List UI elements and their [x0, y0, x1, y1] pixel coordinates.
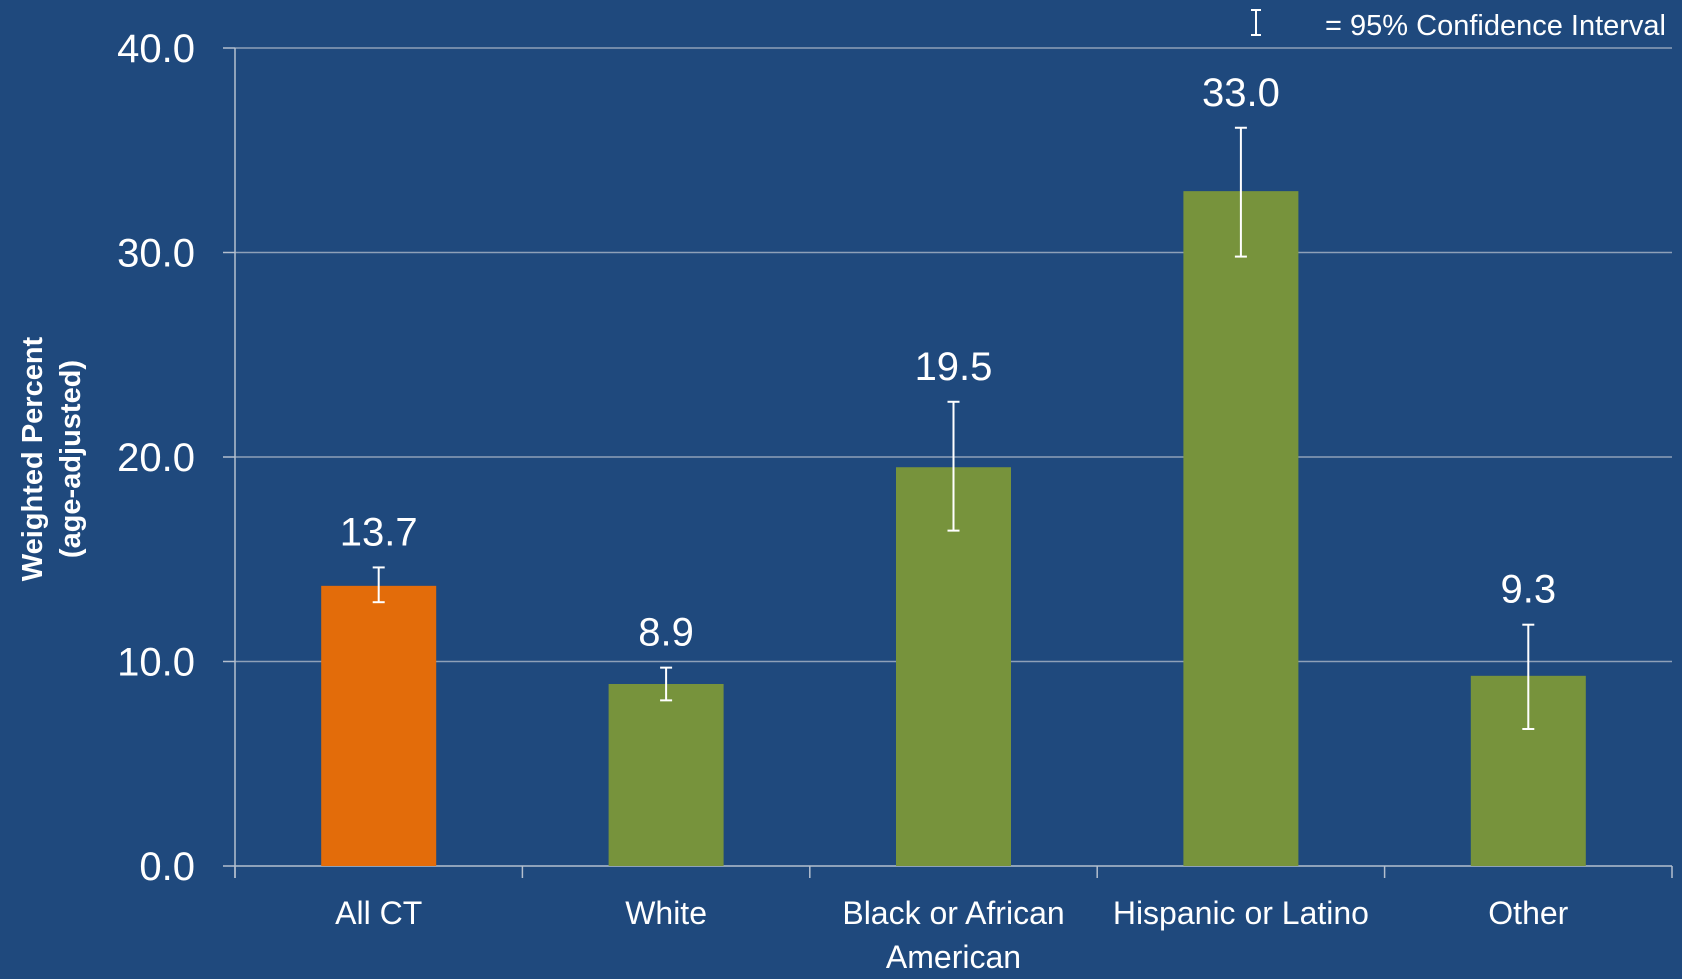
- y-axis-title: Weighted Percent (age-adjusted): [17, 336, 87, 581]
- bar: [1183, 191, 1299, 866]
- data-label: 13.7: [340, 510, 418, 554]
- y-tick-label: 0.0: [139, 845, 195, 889]
- labels: 0.0 10.0 20.0 30.0 40.0 13.7 All CT 8.9 White 19.…: [117, 27, 1569, 975]
- y-tick-label: 30.0: [117, 232, 195, 276]
- data-label: 9.3: [1500, 568, 1556, 612]
- x-tick-label: American: [886, 939, 1021, 974]
- x-tick-label: Hispanic or Latino: [1113, 895, 1369, 931]
- bar: [896, 467, 1011, 866]
- x-tick-label: White: [625, 895, 707, 931]
- y-tick-label: 40.0: [117, 27, 195, 71]
- legend: = 95% Confidence Interval: [1251, 9, 1666, 42]
- data-label: 33.0: [1202, 71, 1280, 115]
- y-tick-label: 20.0: [117, 436, 195, 480]
- legend-note: = 95% Confidence Interval: [1325, 10, 1666, 42]
- y-tick-label: 10.0: [117, 641, 195, 685]
- x-tick-label: Other: [1488, 895, 1568, 931]
- y-axis-title-line1: Weighted Percent: [17, 336, 49, 581]
- x-tick-label: Black or African: [842, 895, 1064, 931]
- bars: [321, 126, 1586, 866]
- bar: [321, 585, 437, 866]
- data-label: 8.9: [638, 611, 694, 655]
- bar: [608, 683, 724, 866]
- error-bar-icon: [1251, 9, 1261, 36]
- data-label: 19.5: [915, 345, 993, 389]
- y-axis-title-line2: (age-adjusted): [55, 360, 87, 558]
- x-tick-label: All CT: [335, 895, 422, 931]
